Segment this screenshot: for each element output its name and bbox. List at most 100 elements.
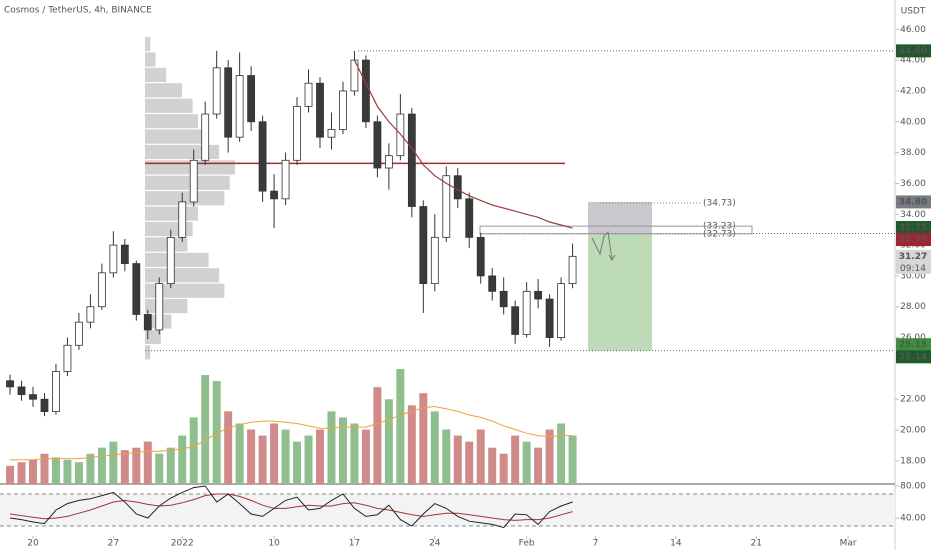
volume-bar: [522, 441, 531, 484]
volume-profile-bar: [145, 345, 151, 360]
candle-body: [453, 175, 462, 200]
volume-bar: [74, 462, 83, 484]
x-tick-label: 10: [268, 539, 280, 549]
volume-bar: [40, 453, 49, 484]
x-tick-label: 2022: [171, 539, 194, 549]
countdown-tag: [896, 262, 931, 274]
candle-body: [373, 121, 382, 169]
rsi-ma: [9, 493, 573, 521]
candle-body: [75, 321, 83, 346]
volume-bar: [316, 429, 324, 484]
x-tick-label: Feb: [519, 539, 535, 549]
volume-profile-bar: [145, 283, 225, 298]
volume-bar: [442, 429, 451, 484]
currency: USDT: [901, 7, 926, 17]
volume-bar: [361, 429, 370, 484]
candle-body: [419, 206, 428, 285]
candle-body: [63, 344, 72, 372]
volume-bar: [373, 387, 382, 484]
volume-bar: [178, 435, 187, 484]
candle-body: [178, 201, 187, 238]
volume-bar: [235, 423, 244, 484]
volume-bar: [396, 369, 405, 484]
moving-average: [353, 59, 573, 229]
volume-bar: [224, 411, 233, 484]
x-tick-label: 14: [670, 539, 682, 549]
x-tick-label: Mar: [840, 539, 857, 549]
candle-body: [40, 398, 49, 412]
candle-body: [86, 306, 95, 323]
candle-body: [235, 75, 244, 138]
x-tick-label: 24: [429, 539, 441, 549]
x-tick-label: 20: [27, 539, 39, 549]
y-tick-label: 22.00: [900, 395, 926, 405]
volume-bar: [51, 457, 60, 484]
candle-body: [316, 82, 324, 138]
volume-bar: [281, 429, 290, 484]
volume-profile-bar: [145, 52, 156, 67]
volume-bar: [557, 423, 566, 484]
price-tag-label: 25.15: [899, 340, 927, 350]
volume-bar: [293, 441, 302, 484]
volume-profile-bar: [145, 98, 193, 113]
candle-body: [143, 314, 152, 331]
volume-bar: [350, 423, 359, 484]
candle-body: [52, 371, 60, 412]
price-tag-label: 32.75: [899, 235, 927, 245]
candle-body: [293, 105, 301, 161]
volume-bar: [534, 447, 543, 484]
volume-profile-bar: [145, 299, 188, 314]
volume-profile-bar: [145, 329, 161, 345]
volume-bar: [29, 459, 37, 484]
candle-body: [281, 159, 290, 200]
candle-body: [534, 290, 543, 300]
candle-body: [545, 298, 554, 338]
volume-profile-bar: [145, 144, 220, 160]
candle-body: [339, 90, 347, 130]
position-risk: [588, 201, 652, 234]
x-tick-label: 27: [108, 539, 119, 549]
volume-bar: [430, 411, 439, 484]
volume-profile-bar: [145, 252, 209, 267]
volume-bar: [189, 417, 198, 484]
y-tick-label: 36.00: [900, 179, 926, 189]
volume-profile-bar: [145, 83, 183, 98]
volume-bar: [384, 399, 393, 484]
y-tick-label: 46.00: [900, 25, 926, 35]
y-tick-label: 38.00: [900, 148, 926, 158]
price-tag: [896, 350, 931, 364]
volume-profile-bar: [145, 175, 230, 190]
countdown: 09:14: [900, 264, 926, 274]
price-tag: [896, 195, 931, 209]
candle-body: [270, 190, 278, 200]
candle-body: [557, 283, 565, 338]
candle-body: [258, 121, 267, 192]
candle-body: [476, 236, 485, 277]
chart-title: Cosmos / TetherUS, 4h, BINANCE: [4, 6, 152, 16]
volume-bar: [465, 441, 474, 484]
volume-profile-bar: [145, 36, 151, 52]
y-tick-label: 18.00: [900, 456, 926, 466]
candle-body: [17, 386, 26, 395]
volume-profile-bar: [145, 67, 167, 83]
y-tick-label: 44.00: [900, 56, 926, 66]
annotation-box: [479, 225, 753, 235]
y-tick-label: 30.00: [900, 271, 926, 281]
annotation-label: (34.73): [703, 199, 736, 209]
candle-body: [224, 67, 233, 138]
candle-body: [120, 244, 129, 264]
price-tag-label: 34.80: [899, 197, 927, 207]
volume-profile-bar: [145, 129, 204, 144]
price-tag: [896, 249, 931, 263]
volume-bar: [6, 465, 15, 484]
volume-bar: [304, 435, 313, 484]
candle-body: [327, 129, 336, 138]
volume-profile-bar: [145, 191, 225, 206]
volume-bar: [17, 462, 26, 484]
volume-profile-bar: [145, 114, 198, 129]
price-tag: [896, 338, 931, 352]
projection-arrow: [591, 230, 616, 261]
volume-profile-bar: [145, 237, 188, 252]
candle-body: [29, 394, 37, 400]
volume-bar: [86, 453, 95, 484]
